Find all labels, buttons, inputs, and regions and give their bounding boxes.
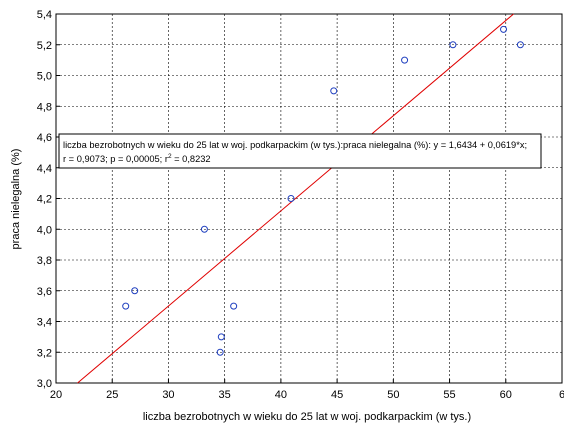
- x-tick-label: 60: [500, 389, 512, 401]
- data-points: [122, 25, 524, 356]
- regression-line-group: [77, 13, 514, 384]
- data-point: [122, 302, 130, 310]
- y-tick-label: 4,2: [37, 194, 52, 206]
- x-tick-label: 30: [162, 389, 174, 401]
- y-tick-label: 5,2: [37, 40, 52, 52]
- data-point: [217, 333, 225, 341]
- y-tick-label: 4,8: [37, 101, 52, 113]
- data-point: [449, 41, 457, 49]
- x-tick-label: 25: [106, 389, 118, 401]
- y-tick-label: 4,4: [37, 163, 52, 175]
- data-point: [287, 195, 295, 202]
- x-tick-label: 6: [559, 389, 564, 401]
- data-point: [230, 302, 238, 310]
- y-tick-label: 3,2: [37, 347, 52, 359]
- y-tick-label: 4,0: [37, 224, 52, 236]
- annotation-line-2-prefix: r = 0,9073; p = 0,00005; r: [63, 154, 168, 164]
- x-axis-title: liczba bezrobotnych w wieku do 25 lat w …: [143, 411, 471, 423]
- x-tick-label: 20: [50, 389, 62, 401]
- y-axis-title: praca nielegalna (%): [10, 149, 22, 250]
- annotation-line-1: liczba bezrobotnych w wieku do 25 lat w …: [63, 140, 527, 150]
- data-point: [401, 56, 409, 64]
- data-point: [330, 87, 338, 95]
- annotation-background: [58, 133, 542, 169]
- y-tick-labels: 3,0 3,2 3,4 3,6 3,8 4,0 4,2 4,4 4,6 4,8 5,0 5,2 5,4: [37, 9, 52, 390]
- data-point: [131, 287, 139, 295]
- x-tick-labels: 20 25 30 35 40 45 50 55 60 6: [50, 389, 564, 401]
- y-tick-label: 4,6: [37, 132, 52, 144]
- regression-annotation: liczba bezrobotnych w wieku do 25 lat w …: [58, 133, 542, 169]
- y-tick-label: 3,4: [37, 317, 52, 329]
- annotation-line-2: r = 0,9073; p = 0,00005; r2 = 0,8232: [63, 153, 211, 164]
- x-tick-label: 50: [387, 389, 399, 401]
- x-tick-label: 35: [219, 389, 231, 401]
- data-point: [500, 25, 508, 33]
- y-tick-label: 5,4: [37, 9, 52, 21]
- y-tick-label: 3,0: [37, 378, 52, 390]
- regression-line: [77, 13, 514, 384]
- y-tick-label: 3,6: [37, 286, 52, 298]
- y-tick-label: 5,0: [37, 71, 52, 83]
- annotation-superscript: 2: [168, 153, 172, 160]
- axis-ticks: [55, 13, 563, 384]
- annotation-line-2-suffix: = 0,8232: [172, 154, 211, 164]
- x-tick-label: 55: [443, 389, 455, 401]
- data-point: [216, 348, 224, 356]
- x-tick-label: 40: [275, 389, 287, 401]
- data-point: [516, 41, 524, 49]
- data-point: [200, 225, 208, 233]
- y-tick-label: 3,8: [37, 255, 52, 267]
- x-tick-label: 45: [331, 389, 343, 401]
